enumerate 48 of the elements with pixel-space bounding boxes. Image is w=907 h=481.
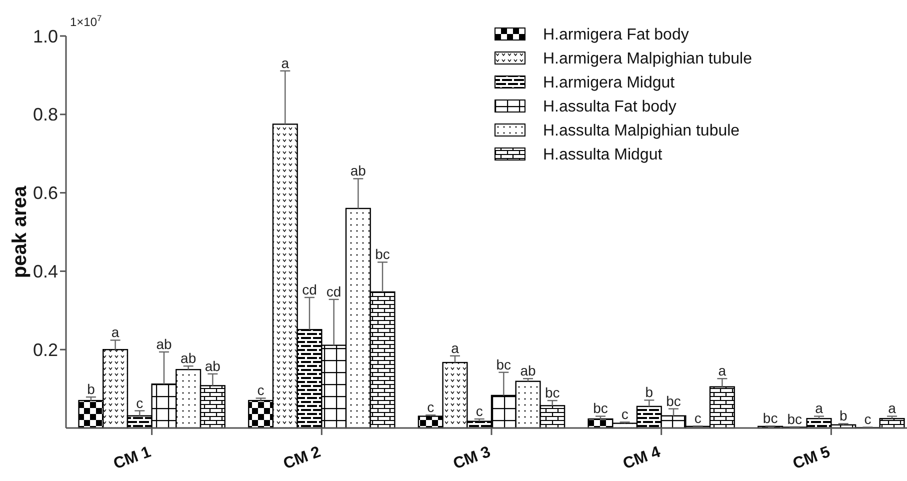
annotation: ab <box>180 350 196 366</box>
text: 1×10$^{7}$ <box>70 13 102 29</box>
y-tick-label: 1.0 <box>32 26 58 46</box>
annotation: cd <box>302 281 317 298</box>
annotation: c <box>694 410 702 426</box>
annotation: c <box>621 406 628 422</box>
annotation: bc <box>593 400 608 416</box>
legend-label: H.armigera Malpighian tubule <box>543 50 752 68</box>
annotation: ab <box>520 362 536 379</box>
annotation: bc <box>375 246 390 262</box>
annotation: a <box>718 362 726 379</box>
annotation: ab <box>204 358 221 374</box>
annotation: c <box>257 382 264 398</box>
x-tick-label: CM 4 <box>620 444 663 473</box>
legend-label: H.assulta Fat body <box>543 98 676 116</box>
legend-label: H.assulta Midgut <box>543 146 663 164</box>
legend-label: H.armigera Fat body <box>543 26 689 44</box>
annotation: a <box>281 54 290 71</box>
annotation: a <box>888 400 896 416</box>
annotation: a <box>111 324 120 340</box>
y-tick-label: 0.8 <box>32 104 58 125</box>
y-axis-title: peak area <box>9 184 31 278</box>
annotation: ab <box>156 336 172 352</box>
annotation: cd <box>326 283 342 300</box>
annotation: bc <box>787 410 802 427</box>
annotation: c <box>476 402 483 419</box>
annotation: bc <box>544 384 560 401</box>
annotation: b <box>87 381 96 398</box>
x-tick-label: CM 1 <box>111 444 154 473</box>
annotation: c <box>864 411 872 428</box>
legend-label: H.assulta Malpighian tubule <box>543 122 740 140</box>
annotation: bc <box>666 392 681 409</box>
y-tick-label: 0.2 <box>32 340 58 360</box>
annotation: a <box>815 400 824 416</box>
annotation: bc <box>762 410 778 426</box>
x-tick-label: CM 2 <box>281 444 324 473</box>
x-tick-label: CM 3 <box>451 444 493 473</box>
annotation: c <box>136 394 144 411</box>
x-tick-label: CM 5 <box>790 444 833 473</box>
annotation: c <box>427 399 434 416</box>
y-tick-label: 0.4 <box>32 262 58 282</box>
annotation: bc <box>496 356 512 372</box>
annotation: ab <box>350 162 366 179</box>
annotation: b <box>839 408 848 424</box>
legend-label: H.armigera Midgut <box>543 74 676 92</box>
y-tick-label: 0.6 <box>32 183 58 204</box>
annotation: a <box>451 340 460 356</box>
annotation: b <box>645 384 654 400</box>
